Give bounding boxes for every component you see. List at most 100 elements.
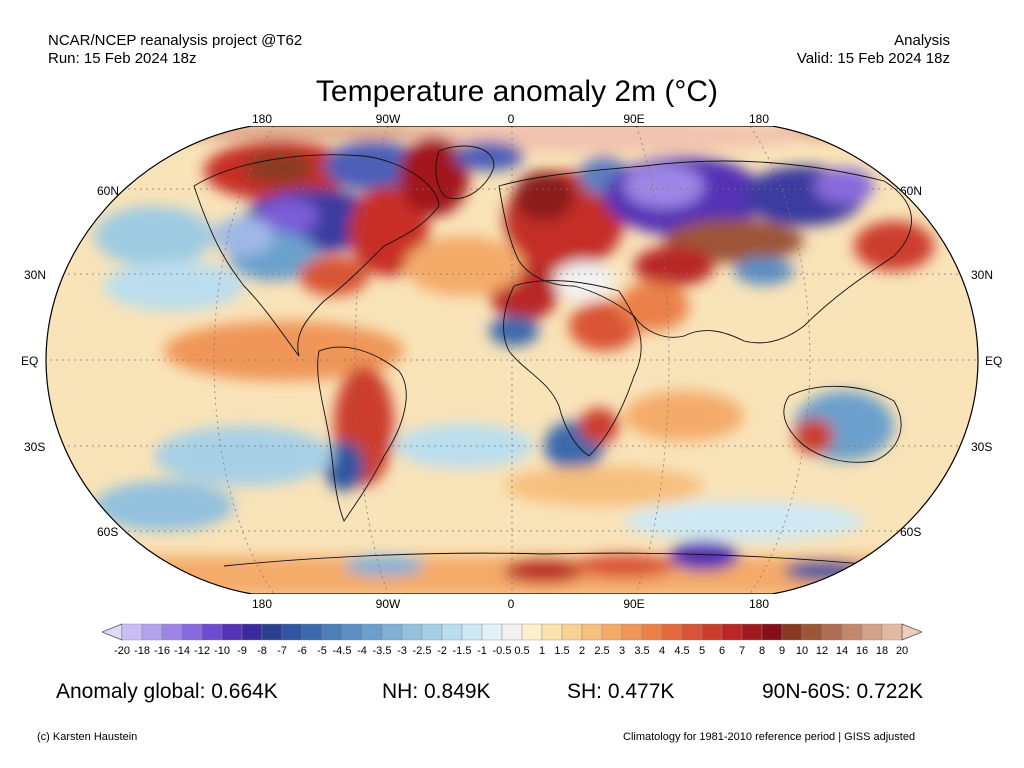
colorbar-cell xyxy=(121,623,143,641)
colorbar-tick-label: -3 xyxy=(397,645,407,657)
colorbar-cell xyxy=(681,623,703,641)
colorbar-cells xyxy=(121,623,903,641)
colorbar-tick-label: -4.5 xyxy=(332,645,352,657)
colorbar-tick-label: -3.5 xyxy=(372,645,392,657)
colorbar-tick-label: -14 xyxy=(174,645,190,657)
colorbar-cell xyxy=(521,623,543,641)
colorbar-cell xyxy=(821,623,843,641)
colorbar-cell xyxy=(141,623,163,641)
lat-label-right-30s: 30S xyxy=(971,440,993,454)
lon-label-top-90e: 90E xyxy=(623,112,645,126)
analysis-label: Analysis xyxy=(894,32,950,49)
valid-label: Valid: 15 Feb 2024 18z xyxy=(796,50,950,67)
colorbar-cell xyxy=(541,623,563,641)
colorbar-cell xyxy=(161,623,183,641)
colorbar-tick-label: -12 xyxy=(194,645,210,657)
colorbar-tick-label: 4 xyxy=(658,645,666,657)
colorbar-cell xyxy=(461,623,483,641)
colorbar-cell xyxy=(241,623,263,641)
lon-label-bottom-90w: 90W xyxy=(375,597,401,611)
colorbar-cell xyxy=(321,623,343,641)
lat-label-right-eq: EQ xyxy=(985,354,1003,368)
colorbar-tick-label: -10 xyxy=(214,645,230,657)
lat-label-right-60s: 60S xyxy=(900,525,922,539)
climatology-note: Climatology for 1981-2010 reference peri… xyxy=(623,731,916,743)
anomaly-global-stat: Anomaly global: 0.664K xyxy=(56,680,278,703)
colorbar-tick-label: -8 xyxy=(257,645,267,657)
colorbar-tick-label: 4.5 xyxy=(674,645,690,657)
colorbar-tick-label: -18 xyxy=(134,645,150,657)
colorbar-tick-label: 5 xyxy=(698,645,706,657)
colorbar-cell xyxy=(661,623,683,641)
colorbar-cell xyxy=(221,623,243,641)
lat-label-left-60n: 60N xyxy=(97,184,120,198)
lat-label-left-30n: 30N xyxy=(24,268,47,282)
project-label: NCAR/NCEP reanalysis project @T62 xyxy=(48,32,303,49)
temperature-anomaly-map xyxy=(45,126,979,594)
colorbar-cell xyxy=(621,623,643,641)
colorbar-cell xyxy=(481,623,503,641)
colorbar-cell xyxy=(341,623,363,641)
map-border xyxy=(45,126,979,594)
lat-label-right-30n: 30N xyxy=(971,268,994,282)
colorbar-tick-label: -5 xyxy=(317,645,327,657)
lon-label-bottom-180w: 180 xyxy=(251,597,273,611)
colorbar-tick-label: 9 xyxy=(778,645,786,657)
colorbar-tick-label: -1 xyxy=(477,645,487,657)
lat-label-left-30s: 30S xyxy=(24,440,46,454)
lon-label-top-180e: 180 xyxy=(748,112,770,126)
colorbar-tick-label: -9 xyxy=(237,645,247,657)
coastlines xyxy=(193,145,912,567)
colorbar-cell xyxy=(181,623,203,641)
colorbar-tick-label: -16 xyxy=(154,645,170,657)
colorbar-cell xyxy=(401,623,423,641)
colorbar-tick-label: -1.5 xyxy=(452,645,472,657)
lon-label-bottom-180e: 180 xyxy=(748,597,770,611)
colorbar-cell xyxy=(741,623,763,641)
arctic-stat: 90N-60S: 0.722K xyxy=(762,680,924,703)
colorbar-cell xyxy=(641,623,663,641)
colorbar-cell xyxy=(781,623,803,641)
colorbar-cell xyxy=(841,623,863,641)
colorbar-cell xyxy=(701,623,723,641)
colorbar-tick-label: -2.5 xyxy=(412,645,432,657)
colorbar-tick-label: 16 xyxy=(855,645,869,657)
colorbar-tick-label: -7 xyxy=(277,645,287,657)
lat-label-left-eq: EQ xyxy=(21,354,39,368)
colorbar-tick-label: 12 xyxy=(815,645,829,657)
colorbar-cell xyxy=(601,623,623,641)
nh-stat: NH: 0.849K xyxy=(382,680,491,703)
colorbar-tick-label: -6 xyxy=(297,645,307,657)
colorbar-tick-label: 3 xyxy=(618,645,626,657)
lon-label-top-90w: 90W xyxy=(375,112,401,126)
colorbar-cell xyxy=(301,623,323,641)
colorbar-cell xyxy=(441,623,463,641)
colorbar-cell xyxy=(581,623,603,641)
colorbar xyxy=(102,623,922,641)
colorbar-tick-label: 3.5 xyxy=(634,645,650,657)
colorbar-tick-label: 0.5 xyxy=(514,645,530,657)
colorbar-cell xyxy=(421,623,443,641)
colorbar-tick-label: 14 xyxy=(835,645,849,657)
colorbar-cell xyxy=(381,623,403,641)
colorbar-tick-label: 8 xyxy=(758,645,766,657)
colorbar-cell xyxy=(261,623,283,641)
colorbar-cell xyxy=(281,623,303,641)
colorbar-cell xyxy=(801,623,823,641)
lon-label-top-180w: 180 xyxy=(251,112,273,126)
run-label: Run: 15 Feb 2024 18z xyxy=(48,50,197,67)
colorbar-cell xyxy=(881,623,903,641)
colorbar-tick-label: 1 xyxy=(538,645,546,657)
colorbar-cell xyxy=(501,623,523,641)
colorbar-tick-label: 2.5 xyxy=(594,645,610,657)
anomaly-field xyxy=(46,126,978,594)
colorbar-tick-label: 6 xyxy=(718,645,726,657)
colorbar-cell xyxy=(761,623,783,641)
colorbar-tick-label: -0.5 xyxy=(492,645,512,657)
colorbar-tick-label: 10 xyxy=(795,645,809,657)
colorbar-cell xyxy=(361,623,383,641)
colorbar-cell xyxy=(201,623,223,641)
colorbar-tick-label: -4 xyxy=(357,645,367,657)
graticule xyxy=(46,126,978,594)
lat-label-left-60s: 60S xyxy=(97,525,119,539)
